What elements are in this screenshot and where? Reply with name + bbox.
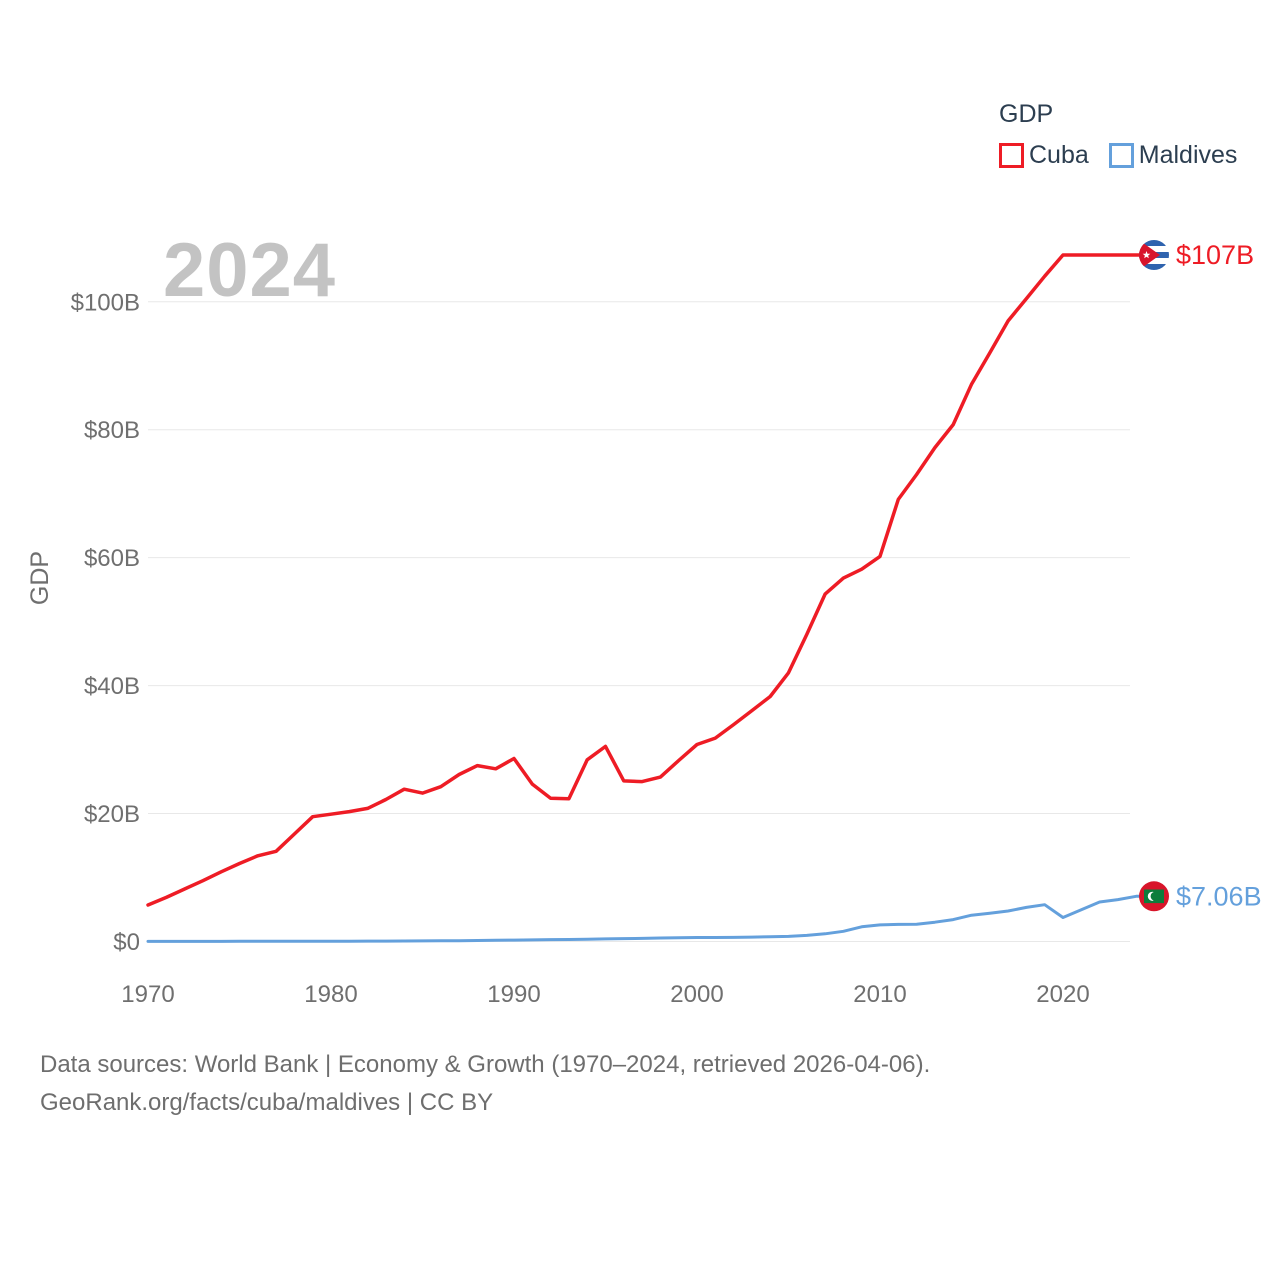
legend-title: GDP [999,100,1054,128]
y-axis-tick-label: $40B [84,673,140,700]
maldives-value-label: $7.06B [1176,881,1262,911]
y-axis-tick-label: $100B [71,289,140,316]
x-axis-tick-label: 2020 [1036,981,1089,1008]
cuba-line[interactable] [146,253,1142,907]
maldives-flag-icon [1139,881,1169,912]
legend-item-cuba[interactable]: Cuba [999,141,1089,170]
legend-item-cuba-label: Cuba [1029,141,1089,169]
x-axis-tick-label: 2010 [853,981,906,1008]
legend-items: Cuba Maldives [999,141,1237,170]
cuba-value-label: $107B [1176,240,1254,270]
y-axis-tick-label: $20B [84,801,140,828]
legend: GDP Cuba Maldives [999,100,1237,170]
cuba-flag-icon [1139,240,1169,270]
x-axis-tick-label: 1990 [487,981,540,1008]
x-axis-tick-label: 1970 [121,981,174,1008]
y-axis-tick-label: $80B [84,417,140,444]
legend-item-maldives-label: Maldives [1138,141,1238,169]
footer: Data sources: World Bank | Economy & Gro… [40,1046,930,1122]
footer-sources: Data sources: World Bank | Economy & Gro… [40,1051,931,1078]
maldives-swatch-icon [1108,143,1134,168]
y-axis-title: GDP [26,551,54,605]
y-axis-tick-label: $60B [84,545,140,572]
x-axis-tick-label: 2000 [670,981,723,1008]
legend-item-maldives[interactable]: Maldives [1108,141,1238,170]
y-axis-tick-label: $0 [113,929,140,956]
maldives-line[interactable] [146,894,1142,943]
x-axis-tick-label: 1980 [304,981,357,1008]
watermark-year: 2024 [163,228,336,313]
footer-attribution: GeoRank.org/facts/cuba/maldives | CC BY [40,1089,494,1116]
cuba-swatch-icon [999,143,1024,168]
